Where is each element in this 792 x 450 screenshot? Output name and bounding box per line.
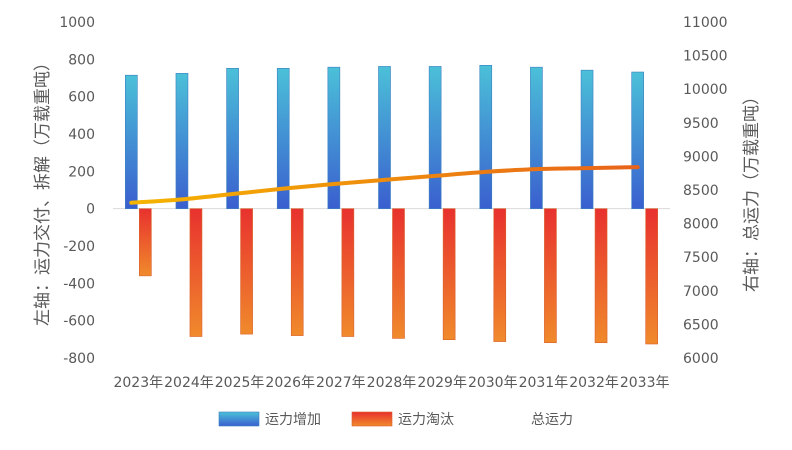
right-tick-label: 11000 (683, 15, 728, 31)
right-tick-label: 6500 (683, 317, 719, 333)
bar-retire (544, 208, 557, 343)
total-capacity-line (129, 165, 640, 205)
bar-retire (442, 208, 456, 341)
bar-increase (276, 67, 290, 209)
right-axis-ticks: 11000 10500 10000 9500 9000 8500 8000 7500 7000 6… (683, 15, 728, 367)
x-tick-label: 2027年 (316, 375, 366, 391)
bar-retire (341, 208, 355, 337)
bar-retire (594, 208, 608, 343)
right-tick-label: 10500 (683, 49, 728, 65)
left-tick-label: -800 (63, 351, 95, 367)
left-axis-title: 左轴：运力交付、拆解（万载重吨） (33, 54, 53, 326)
bar-increase (580, 69, 594, 209)
bar-increase (631, 71, 644, 209)
bar-increase (378, 66, 391, 209)
x-tick-label: 2028年 (367, 375, 417, 391)
bar-retire (645, 208, 658, 345)
x-tick-label: 2032年 (569, 375, 619, 391)
legend-swatch-retire (351, 411, 393, 427)
bar-retire (493, 208, 507, 342)
right-tick-label: 9000 (683, 149, 719, 165)
bar-retire (290, 208, 304, 336)
bar-increase (175, 73, 189, 209)
bar-retire (189, 208, 203, 337)
left-tick-label: 1000 (59, 15, 95, 31)
left-tick-label: -600 (63, 314, 95, 330)
right-tick-label: 10000 (683, 82, 728, 98)
left-tick-label: 0 (86, 202, 95, 218)
x-tick-label: 2030年 (468, 375, 518, 391)
left-tick-label: 800 (68, 52, 95, 68)
legend-label-retire: 运力淘汰 (398, 412, 454, 428)
left-tick-label: 200 (68, 164, 95, 180)
x-tick-label: 2024年 (164, 375, 214, 391)
legend-label-increase: 运力增加 (265, 412, 321, 428)
bar-increase (327, 66, 341, 209)
bar-increase (428, 66, 442, 209)
right-tick-label: 8000 (683, 217, 719, 233)
legend-label-total: 总运力 (531, 412, 573, 428)
left-tick-label: -200 (63, 239, 95, 255)
right-tick-label: 7000 (683, 284, 719, 300)
legend: 运力增加 运力淘汰 总运力 (218, 411, 573, 428)
right-tick-label: 7500 (683, 250, 719, 266)
x-tick-label: 2031年 (519, 375, 569, 391)
left-tick-label: 600 (68, 90, 95, 106)
total-capacity-line-series (129, 165, 640, 205)
bar-retire (392, 208, 405, 339)
bar-retire (240, 208, 253, 335)
x-tick-label: 2023年 (113, 375, 163, 391)
bar-increase (125, 74, 138, 209)
right-axis-title: 右轴：总运力（万载重吨） (742, 88, 762, 292)
right-tick-label: 8500 (683, 183, 719, 199)
right-tick-label: 6000 (683, 351, 719, 367)
x-tick-label: 2025年 (215, 375, 265, 391)
right-tick-label: 9500 (683, 116, 719, 132)
bar-increase (479, 65, 493, 209)
legend-swatch-increase (218, 411, 260, 427)
x-tick-label: 2033年 (620, 375, 670, 391)
bars (125, 65, 658, 345)
x-tick-label: 2026年 (265, 375, 315, 391)
bar-increase (530, 66, 543, 209)
x-axis-ticks: 2023年 2024年 2025年 2026年 2027年 2028年 2029年 2030年… (113, 375, 669, 391)
left-axis-ticks: 1000 800 600 400 200 0 -200 -400 -600 -800 (59, 15, 95, 367)
left-tick-label: -400 (63, 276, 95, 292)
x-tick-label: 2029年 (417, 375, 467, 391)
bar-retire (139, 208, 152, 277)
bar-increase (226, 67, 239, 209)
left-tick-label: 400 (68, 127, 95, 143)
